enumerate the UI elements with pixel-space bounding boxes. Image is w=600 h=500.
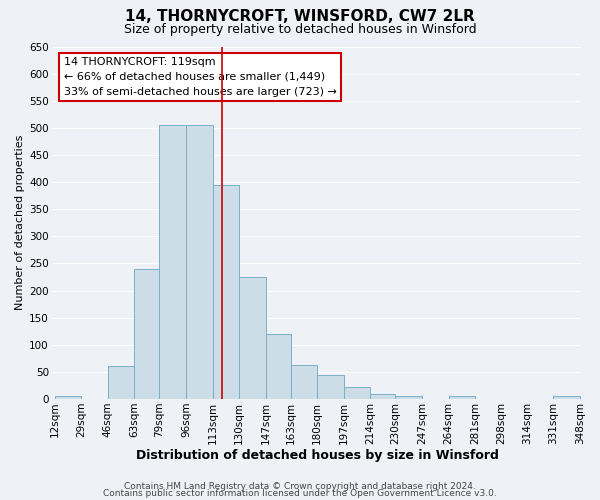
Text: Contains HM Land Registry data © Crown copyright and database right 2024.: Contains HM Land Registry data © Crown c…	[124, 482, 476, 491]
Bar	[239, 277, 266, 399]
Bar	[55, 396, 81, 399]
X-axis label: Distribution of detached houses by size in Winsford: Distribution of detached houses by size …	[136, 450, 499, 462]
Bar	[449, 396, 475, 399]
Bar	[160, 125, 186, 399]
Bar	[134, 269, 160, 399]
Bar	[344, 386, 370, 399]
Text: 14 THORNYCROFT: 119sqm
← 66% of detached houses are smaller (1,449)
33% of semi-: 14 THORNYCROFT: 119sqm ← 66% of detached…	[64, 57, 337, 96]
Bar	[108, 366, 134, 399]
Bar	[395, 396, 422, 399]
Bar	[553, 396, 580, 399]
Y-axis label: Number of detached properties: Number of detached properties	[15, 135, 25, 310]
Text: Size of property relative to detached houses in Winsford: Size of property relative to detached ho…	[124, 22, 476, 36]
Bar	[370, 394, 395, 399]
Text: Contains public sector information licensed under the Open Government Licence v3: Contains public sector information licen…	[103, 489, 497, 498]
Text: 14, THORNYCROFT, WINSFORD, CW7 2LR: 14, THORNYCROFT, WINSFORD, CW7 2LR	[125, 9, 475, 24]
Bar	[186, 125, 212, 399]
Bar	[290, 365, 317, 399]
Bar	[266, 334, 290, 399]
Bar	[212, 185, 239, 399]
Bar	[317, 374, 344, 399]
